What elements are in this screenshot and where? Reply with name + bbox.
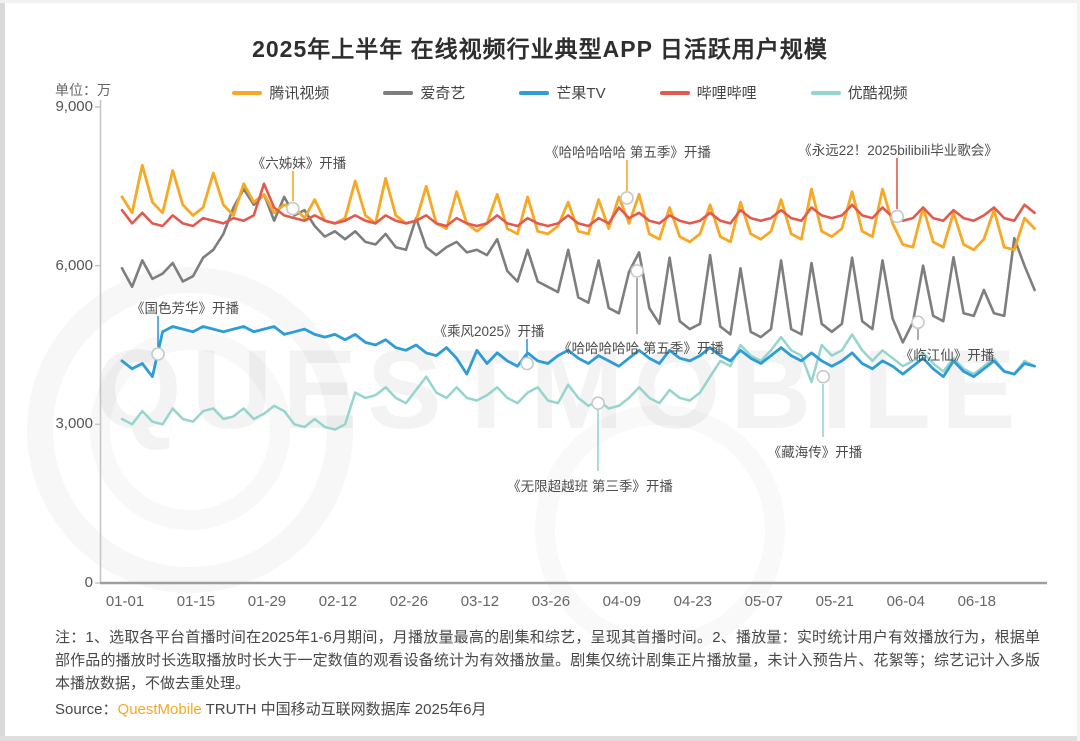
footnote-text: 注：1、选取各平台首播时间在2025年1-6月期间，月播放量最高的剧集和综艺，呈… (55, 629, 1040, 692)
x-axis-label: 04-09 (602, 593, 642, 610)
legend-item-芒果TV: 芒果TV (519, 82, 606, 103)
y-axis-label: 9,000 (55, 98, 93, 115)
legend-swatch (659, 90, 690, 95)
source-prefix: Source： (55, 701, 118, 718)
chart-legend: 腾讯视频 爱奇艺 芒果TV 哔哩哔哩 优酷视频 (100, 82, 1040, 103)
page-edge-bottom (0, 736, 1080, 741)
annotation-marker (630, 264, 644, 278)
x-axis-label: 05-21 (815, 593, 854, 610)
annotation-marker (286, 201, 300, 216)
legend-item-哔哩哔哩: 哔哩哔哩 (659, 82, 757, 103)
x-axis-label: 04-23 (673, 593, 713, 610)
x-axis-label: 02-12 (318, 593, 358, 610)
annotation-label: 《六姊妹》开播 (251, 156, 347, 171)
annotation-marker (620, 191, 634, 205)
legend-swatch (232, 90, 263, 95)
y-axis-label: 0 (84, 574, 93, 591)
x-axis-label: 01-29 (247, 593, 287, 610)
legend-swatch (810, 90, 841, 95)
annotation-marker (816, 369, 830, 384)
source-suffix: TRUTH 中国移动互联网数据库 2025年6月 (201, 701, 487, 718)
x-axis-label: 02-26 (389, 593, 429, 610)
series-line-芒果TV (120, 325, 1036, 379)
chart-title: 2025年上半年 在线视频行业典型APP 日活跃用户规模 (252, 36, 828, 62)
series-line-哔哩哔哩 (120, 182, 1036, 228)
legend-label: 爱奇艺 (420, 85, 466, 102)
legend-label: 芒果TV (556, 85, 606, 102)
legend-label: 哔哩哔哩 (696, 85, 757, 102)
annotation-marker (591, 396, 605, 410)
y-axis-label: 3,000 (55, 415, 93, 433)
source-line: Source：QuestMobile TRUTH 中国移动互联网数据库 2025… (55, 698, 487, 719)
page-edge-top (0, 0, 1080, 3)
watermark-text: QUESTMOBILE (94, 327, 1025, 452)
x-axis-label: 01-01 (105, 593, 145, 610)
x-axis-label: 03-26 (531, 593, 571, 610)
annotation-marker (890, 209, 905, 224)
x-axis-label: 05-07 (744, 593, 783, 610)
y-axis-label: 6,000 (55, 256, 93, 274)
legend-label: 优酷视频 (847, 85, 908, 102)
legend-swatch (383, 90, 414, 95)
page-edge-left (0, 0, 5, 741)
annotation-label: 《哈哈哈哈哈 第五季》开播 (558, 341, 724, 356)
legend-swatch (519, 90, 550, 95)
source-brand-questmobile: QuestMobile (117, 701, 202, 718)
annotation-label: 《乘风2025》开播 (433, 324, 545, 339)
legend-label: 腾讯视频 (269, 85, 330, 102)
series-line-爱奇艺 (120, 187, 1036, 344)
unit-label: 单位：万 (55, 82, 111, 98)
annotation-marker (151, 347, 165, 361)
watermark-ring (27, 267, 353, 593)
annotation-label: 《永远22！2025bilibili毕业歌会》 (798, 143, 998, 158)
annotation-label: 《国色芳华》开播 (131, 301, 239, 316)
x-axis-label: 06-04 (886, 593, 925, 610)
page-edge-right (1077, 0, 1080, 741)
x-axis-label: 01-15 (176, 593, 216, 610)
annotation-marker (520, 356, 534, 371)
annotation-label: 《哈哈哈哈哈 第五季》开播 (545, 145, 711, 160)
annotation-label: 《藏海传》开播 (767, 445, 863, 460)
watermark-ring (535, 405, 785, 655)
series-line-腾讯视频 (120, 163, 1036, 252)
annotation-marker (911, 315, 925, 330)
legend-item-腾讯视频: 腾讯视频 (232, 82, 329, 103)
annotation-label: 《临江仙》开播 (899, 348, 995, 363)
annotation-label: 《无限超越班 第三季》开播 (507, 479, 673, 494)
x-axis-label: 03-12 (460, 593, 500, 610)
legend-item-爱奇艺: 爱奇艺 (383, 82, 465, 103)
series-line-优酷视频 (120, 333, 1036, 431)
legend-item-优酷视频: 优酷视频 (810, 82, 908, 103)
x-axis-label: 06-18 (957, 593, 996, 610)
